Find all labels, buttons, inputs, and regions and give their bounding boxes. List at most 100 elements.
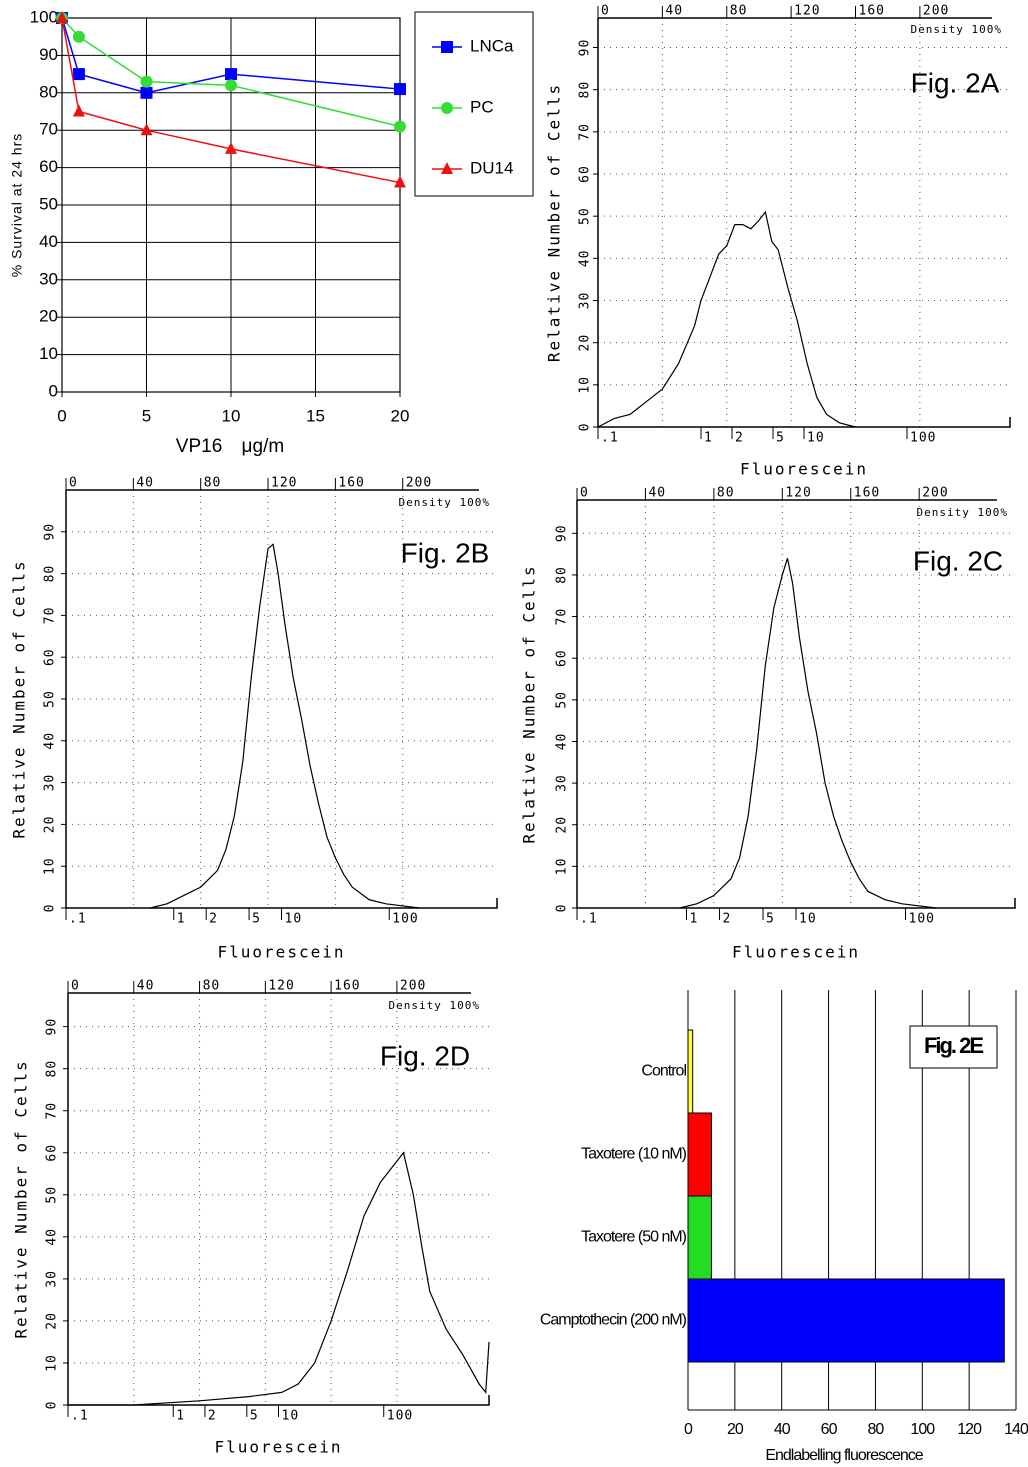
y-tick-label: 50 <box>43 690 58 708</box>
x-tick-label: 40 <box>137 979 155 994</box>
point <box>394 83 406 96</box>
y-tick-label: 30 <box>39 269 58 288</box>
category-label: Control <box>641 1063 686 1080</box>
y-tick-label: 70 <box>43 607 58 625</box>
y-tick-label: 80 <box>578 81 593 99</box>
x2-tick-label: 5 <box>776 431 785 446</box>
x-axis-label: Fluorescein <box>740 460 868 479</box>
point <box>72 30 85 43</box>
x-tick-label: 0 <box>71 979 80 994</box>
y-tick-label: 0 <box>578 423 593 432</box>
x2-tick-label: .1 <box>69 912 87 927</box>
legend-label: PC <box>470 97 494 116</box>
y-tick-label: 10 <box>578 376 593 394</box>
y-tick-label: 60 <box>39 157 58 176</box>
y-tick-label: 50 <box>578 207 593 225</box>
legend-marker <box>441 162 453 174</box>
y-tick-label: 90 <box>45 1018 60 1036</box>
y-axis-label: Relative Number of Cells <box>12 1059 31 1338</box>
y-tick-label: 30 <box>43 774 58 792</box>
x-tick-label: 120 <box>794 4 820 19</box>
x2-tick-label: 10 <box>285 912 303 927</box>
x-tick-label: 40 <box>136 476 154 491</box>
x2-tick-label: 2 <box>208 1409 217 1424</box>
y-tick-label: 30 <box>555 774 570 792</box>
x-axis-label: Fluorescein <box>218 943 346 962</box>
x-tick-label: 60 <box>821 1421 838 1438</box>
y-tick-label: 10 <box>39 344 58 363</box>
x2-tick-label: 10 <box>799 912 817 927</box>
x-tick-label: 80 <box>730 4 748 19</box>
y-tick-label: 40 <box>39 232 58 251</box>
x2-tick-label: 2 <box>209 912 218 927</box>
x-tick-label: 80 <box>203 979 221 994</box>
x-axis-label: VP16 μg/m <box>176 436 284 457</box>
x-tick-label: 200 <box>923 4 949 19</box>
y-tick-label: 80 <box>39 82 58 101</box>
x-tick-label: 40 <box>774 1421 791 1438</box>
y-tick-label: 50 <box>39 194 58 213</box>
annotation: Density 100% <box>389 999 480 1012</box>
x-tick-label: 200 <box>400 979 426 994</box>
bar <box>687 1195 712 1280</box>
x2-tick-label: .1 <box>71 1409 89 1424</box>
chart-title: Fig. 2B <box>401 537 490 568</box>
point <box>225 141 237 154</box>
x-tick-label: 120 <box>785 486 811 501</box>
point <box>225 79 237 92</box>
x-tick-label: 200 <box>406 476 432 491</box>
x2-tick-label: 1 <box>690 912 699 927</box>
y-tick-label: 70 <box>555 608 570 626</box>
series-line <box>68 1151 490 1406</box>
point <box>56 11 68 23</box>
x-tick-label: 100 <box>910 1421 935 1438</box>
chart-title: Fig. 2E <box>924 1033 983 1058</box>
legend-label: LNCa <box>470 36 514 55</box>
x2-tick-label: 1 <box>704 431 713 446</box>
y-tick-label: 10 <box>43 857 58 875</box>
chart-title: Fig. 2D <box>380 1040 470 1071</box>
series-line <box>150 543 420 909</box>
bar <box>687 1278 1005 1363</box>
y-axis-label: Relative Number of Cells <box>545 83 564 362</box>
bar <box>687 1029 694 1114</box>
x-tick-label: 0 <box>601 4 610 19</box>
point <box>225 68 237 81</box>
chart-title: Fig. 2A <box>911 67 1000 98</box>
x-tick-label: 0 <box>57 406 66 425</box>
y-tick-label: 80 <box>555 566 570 584</box>
x2-tick-label: 5 <box>252 912 261 927</box>
annotation: Density 100% <box>911 23 1002 36</box>
point <box>394 120 406 133</box>
y-tick-label: 70 <box>578 123 593 141</box>
y-tick-label: 40 <box>45 1228 60 1246</box>
point <box>140 123 153 136</box>
category-label: Taxotere (50 nM) <box>581 1229 687 1246</box>
y-tick-label: 30 <box>45 1270 60 1288</box>
y-tick-label: 10 <box>45 1354 60 1372</box>
y-tick-label: 80 <box>45 1060 60 1078</box>
legend-marker <box>441 41 453 53</box>
title-box <box>909 1025 998 1069</box>
y-tick-label: 20 <box>555 816 570 834</box>
x-tick-label: 0 <box>69 476 78 491</box>
x-tick-label: 0 <box>684 1421 693 1438</box>
y-tick-label: 0 <box>555 904 570 913</box>
y-tick-label: 40 <box>43 732 58 750</box>
x-tick-label: 120 <box>268 979 294 994</box>
x-tick-label: 160 <box>334 979 360 994</box>
point <box>394 175 406 188</box>
x-tick-label: 20 <box>727 1421 744 1438</box>
y-tick-label: 0 <box>43 904 58 913</box>
y-tick-label: 40 <box>578 250 593 268</box>
y-tick-label: 20 <box>43 816 58 834</box>
x2-tick-label: 100 <box>392 912 418 927</box>
x2-tick-label: 5 <box>766 912 775 927</box>
series-line <box>597 210 856 428</box>
legend-label: DU14 <box>470 158 513 177</box>
x-tick-label: 160 <box>338 476 364 491</box>
y-tick-label: 90 <box>39 45 58 64</box>
x2-tick-label: 2 <box>735 431 744 446</box>
y-tick-label: 90 <box>578 39 593 57</box>
